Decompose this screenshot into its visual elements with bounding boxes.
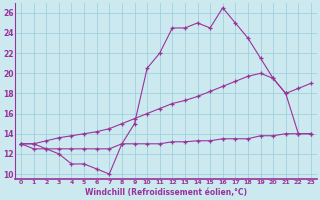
X-axis label: Windchill (Refroidissement éolien,°C): Windchill (Refroidissement éolien,°C) <box>85 188 247 197</box>
